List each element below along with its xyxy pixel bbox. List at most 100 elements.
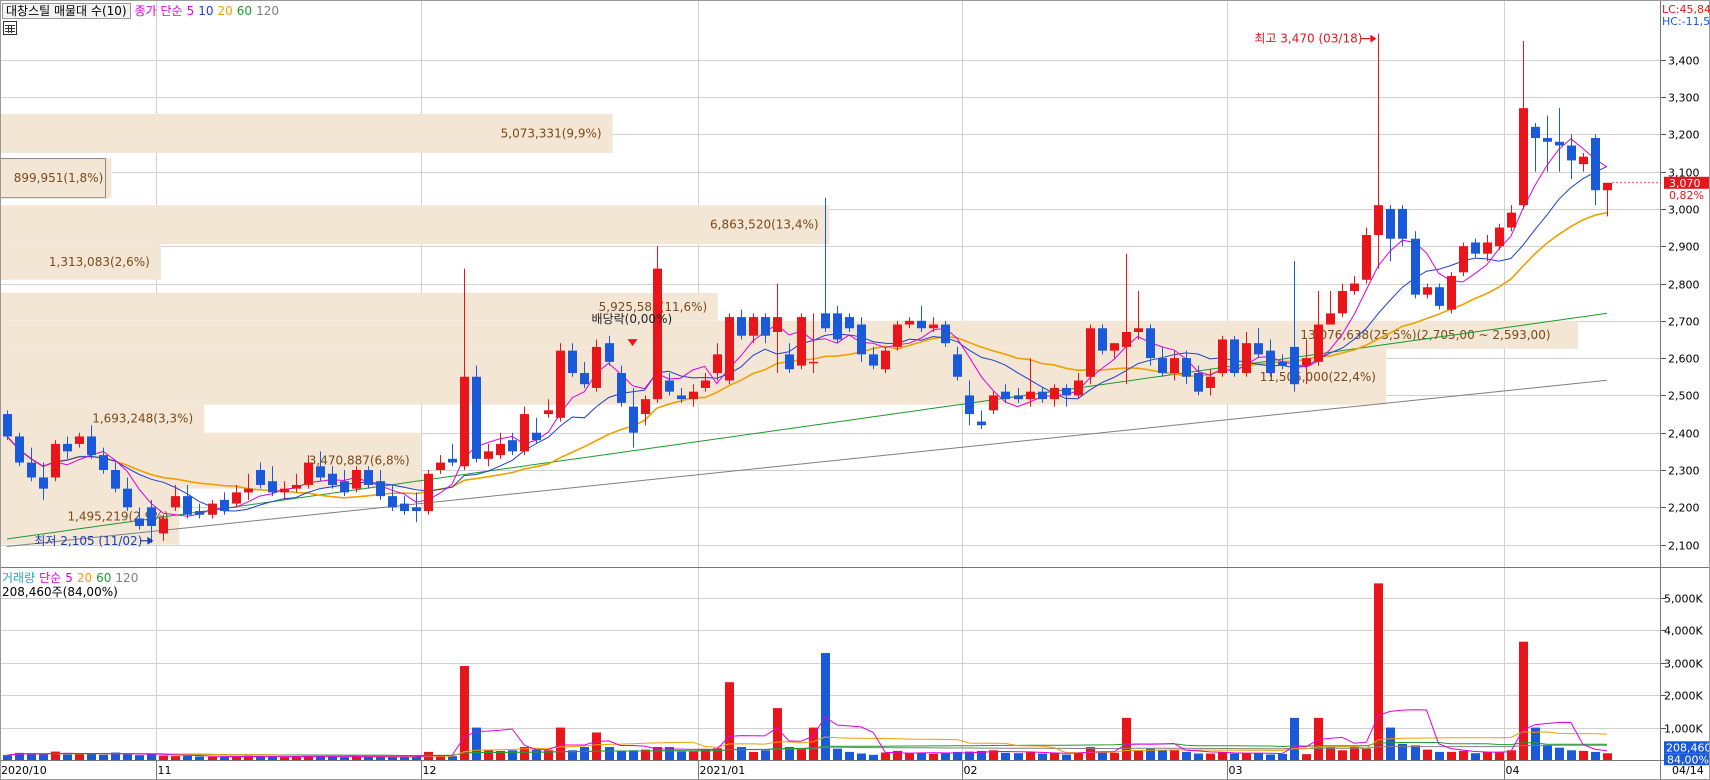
candle-body [1110,343,1119,351]
price-tick-label: 3,000 [1668,204,1700,217]
volume-profile-band [0,432,421,489]
volume-bar [376,756,385,760]
candle-body [111,470,120,489]
volume-profile-label: 1,313,083(2,6%) [49,255,150,269]
volume-ma-5[interactable]: 5 [65,571,73,585]
volume-bar [244,755,253,760]
volume-bar [1086,747,1095,760]
volume-bar [1218,751,1227,760]
volume-tick-label: 1,000K [1664,723,1703,736]
candle-body [1591,138,1600,191]
volume-bar [1350,747,1359,760]
volume-bar [1038,753,1047,760]
candle-body [592,346,601,388]
ma-period-20[interactable]: 20 [217,4,233,18]
volume-bar [568,750,577,760]
chart-title[interactable]: 대창스틸 매물대 수(10) [2,3,131,19]
volume-bar [1194,753,1203,760]
candle-body [280,488,289,493]
ma-period-60[interactable]: 60 [236,4,253,18]
volume-bar [1254,753,1263,760]
volume-bar [821,653,830,760]
volume-bar [544,750,553,760]
volume-ma-5-line [6,709,1608,758]
hc-value: HC:-11,5 [1662,15,1710,28]
candle-body [27,462,36,478]
candle-body [857,324,866,355]
volume-bar [340,757,349,760]
volume-bar [677,751,686,760]
annotations: 최고 3,470 (03/18) 최저 2,105 (11/02) 배당락(0,00… [34,32,1710,766]
candle-body [1555,141,1564,146]
volume-bar [701,748,710,760]
volume-bar [268,756,277,760]
volume-average-lines [6,709,1608,758]
candle-body [171,496,180,508]
volume-legend: 거래량 단순 5 20 60 120 [2,569,142,586]
calculator-icon[interactable] [3,21,17,35]
axes: 2,100 2,200 2,300 2,400 2,500 2,600 2,700 2,800… [0,55,1710,780]
candle-body [1230,339,1239,374]
low-price-label: 최저 2,105 (11/02) [34,534,142,548]
volume-label[interactable]: 거래량 [2,571,36,585]
candle-body [159,518,168,534]
candle-body [749,317,758,336]
volume-bar [1170,750,1179,760]
candle-body [821,313,830,329]
volume-ma-60[interactable]: 60 [96,571,112,585]
volume-bar [592,732,601,760]
candle-body [556,350,565,418]
ma-period-5[interactable]: 5 [186,4,195,18]
volume-bar [111,752,120,760]
candle-body [39,477,48,489]
candle-body [1483,242,1492,254]
volume-profile: 1,495,219(2,9%)3,470,887(6,8%)1,693,248(… [0,113,1578,545]
dividend-marker [627,339,638,347]
volume-bar [857,753,866,760]
volume-tick-label: 4,000K [1664,625,1703,638]
volume-bar [665,747,674,760]
volume-bar [1098,751,1107,760]
current-price-change: 0,82% [1669,189,1704,202]
volume-bar [773,708,782,760]
volume-bar [1026,752,1035,760]
volume-bar [436,755,445,760]
low-price-arrowhead [147,536,154,545]
candle-body [929,324,938,329]
candle-body [472,376,481,459]
ma-period-120[interactable]: 120 [256,4,279,18]
candle-body [1290,346,1299,385]
volume-bar [845,751,854,760]
volume-profile-label: 3,470,887(6,8%) [309,454,410,468]
x-axis-label: 04 [1506,764,1520,777]
volume-bar [280,757,289,760]
ma-period-10[interactable]: 10 [198,4,214,18]
volume-bar [99,754,108,760]
candle-body [1254,343,1263,355]
price-tick-label: 2,600 [1668,353,1700,366]
candle-body [1471,242,1480,254]
candle-body [605,343,614,362]
volume-bar [1591,751,1600,760]
volume-bar [460,666,469,760]
volume-bar [364,756,373,760]
volume-bar [1122,717,1131,760]
volume-bar [1158,750,1167,760]
candle-body [1350,283,1359,291]
volume-ma-120[interactable]: 120 [115,571,139,585]
volume-ma-20[interactable]: 20 [76,571,93,585]
candle-body [773,317,782,332]
candle-body [63,443,72,452]
candle-body [424,473,433,512]
volume-bar [195,756,204,760]
volume-bar [496,750,505,760]
volume-bar [256,756,265,760]
candle-body [845,317,854,329]
candle-body [1338,290,1347,314]
candle-body [388,496,397,508]
volume-bar [1423,749,1432,760]
candle-body [641,399,650,415]
volume-bar [761,750,770,760]
candle-body [1218,339,1227,374]
